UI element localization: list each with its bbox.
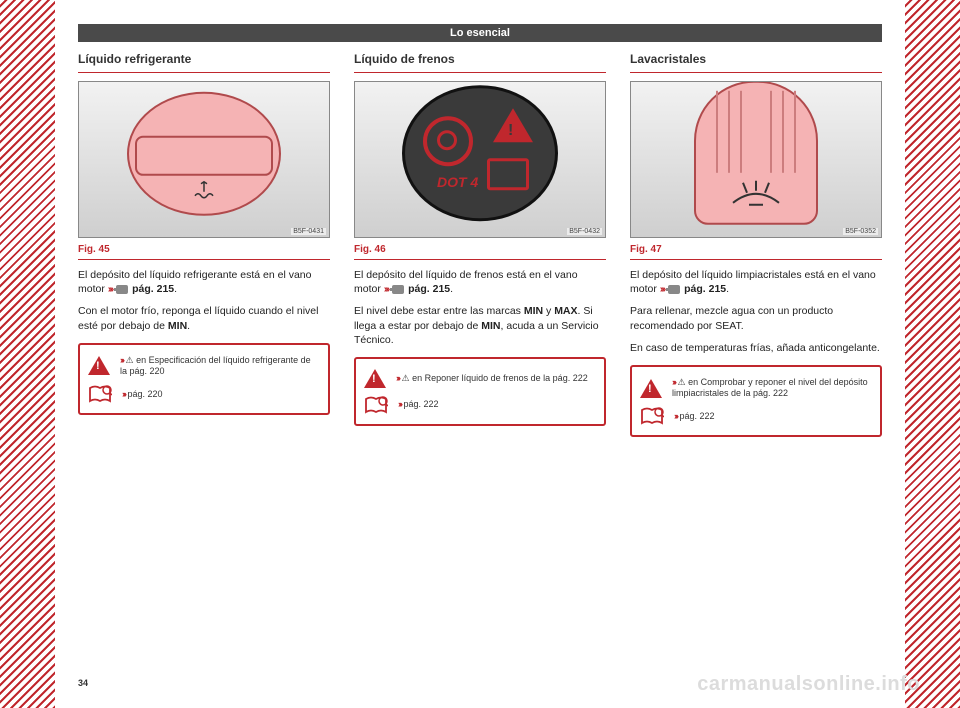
section-body: El depósito del líquido refrigerante est… xyxy=(78,268,330,333)
chevron-icon: ››› xyxy=(660,283,665,295)
section-body: El depósito del líquido de frenos está e… xyxy=(354,268,606,347)
engine-icon xyxy=(116,285,128,294)
brake-cap-illustration: ! DOT 4 xyxy=(402,85,558,221)
section-body: El depósito del líquido limpiacristales … xyxy=(630,268,882,355)
figure-caption: Fig. 47 xyxy=(630,244,882,260)
column-coolant: Líquido refrigerante B5F-0431 Fig. 45 El… xyxy=(78,48,330,437)
image-code: B5F-0431 xyxy=(291,228,326,235)
chevron-icon: ››› xyxy=(384,283,389,295)
book-icon xyxy=(88,385,112,403)
engine-icon xyxy=(668,285,680,294)
reference-box: ››› ⚠ en Comprobar y reponer el nivel de… xyxy=(630,365,882,438)
page-content: Lo esencial Líquido refrigerante B5F-043… xyxy=(78,24,882,437)
watermark: carmanualsonline.info xyxy=(697,673,920,696)
columns: Líquido refrigerante B5F-0431 Fig. 45 El… xyxy=(78,48,882,437)
reference-box: ››› ⚠ en Reponer líquido de frenos de la… xyxy=(354,357,606,426)
paragraph: En caso de temperaturas frías, añada ant… xyxy=(630,341,882,355)
paragraph: Para rellenar, mezcle agua con un produc… xyxy=(630,304,882,332)
reference-row: ››› ⚠ en Especificación del líquido refr… xyxy=(88,351,320,382)
paragraph: El nivel debe estar entre las marcas MIN… xyxy=(354,304,606,347)
reference-row: ››› pág. 222 xyxy=(364,392,596,418)
paragraph: El depósito del líquido limpiacristales … xyxy=(630,268,882,296)
figure-caption: Fig. 46 xyxy=(354,244,606,260)
engine-icon xyxy=(392,285,404,294)
section-heading: Lavacristales xyxy=(630,48,882,73)
page-header: Lo esencial xyxy=(78,24,882,42)
warning-icon xyxy=(364,369,386,388)
reference-row: ››› pág. 222 xyxy=(640,403,872,429)
figure-image: B5F-0352 xyxy=(630,81,882,238)
image-code: B5F-0432 xyxy=(567,228,602,235)
paragraph: Con el motor frío, reponga el líquido cu… xyxy=(78,304,330,332)
chevron-icon: ››› xyxy=(108,283,113,295)
book-icon xyxy=(364,396,388,414)
washer-cap-illustration xyxy=(694,81,818,224)
figure-image: ! DOT 4 B5F-0432 xyxy=(354,81,606,238)
figure-caption: Fig. 45 xyxy=(78,244,330,260)
chevron-icon: ››› xyxy=(396,373,399,383)
page-border-left xyxy=(0,0,55,708)
page-border-right xyxy=(905,0,960,708)
chevron-icon: ››› xyxy=(122,389,125,399)
page-header-title: Lo esencial xyxy=(450,27,510,39)
figure-image: B5F-0431 xyxy=(78,81,330,238)
chevron-icon: ››› xyxy=(120,355,123,365)
book-icon xyxy=(640,407,664,425)
image-code: B5F-0352 xyxy=(843,228,878,235)
section-heading: Líquido de frenos xyxy=(354,48,606,73)
warning-icon xyxy=(640,379,662,398)
reference-row: ››› ⚠ en Reponer líquido de frenos de la… xyxy=(364,365,596,392)
paragraph: El depósito del líquido de frenos está e… xyxy=(354,268,606,296)
chevron-icon: ››› xyxy=(672,377,675,387)
column-brake-fluid: Líquido de frenos ! DOT 4 B5F-0432 Fig. … xyxy=(354,48,606,437)
reference-row: ››› pág. 220 xyxy=(88,381,320,407)
coolant-cap-illustration xyxy=(127,91,281,215)
chevron-icon: ››› xyxy=(674,411,677,421)
reference-row: ››› ⚠ en Comprobar y reponer el nivel de… xyxy=(640,373,872,404)
paragraph: El depósito del líquido refrigerante est… xyxy=(78,268,330,296)
chevron-icon: ››› xyxy=(398,399,401,409)
warning-icon xyxy=(88,356,110,375)
reference-box: ››› ⚠ en Especificación del líquido refr… xyxy=(78,343,330,416)
page-number: 34 xyxy=(78,678,88,688)
section-heading: Líquido refrigerante xyxy=(78,48,330,73)
column-washer: Lavacristales B5F-0352 Fig. 47 El depósi… xyxy=(630,48,882,437)
